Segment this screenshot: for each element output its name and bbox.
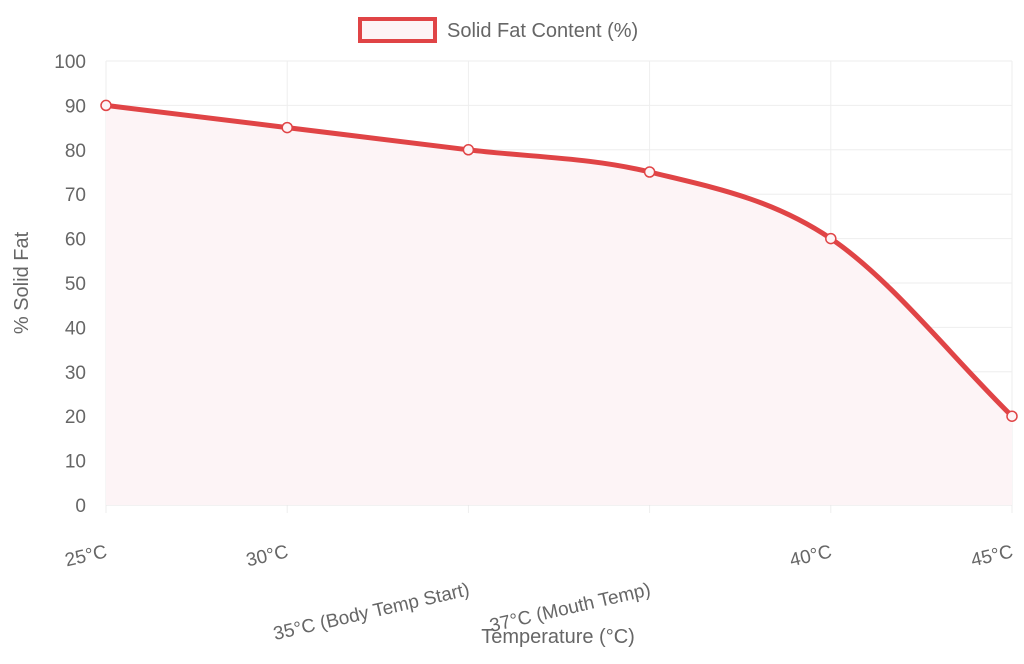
x-tick-label: 30°C (244, 541, 290, 571)
y-tick-label: 0 (75, 496, 86, 517)
series-area-fill (106, 105, 1012, 506)
y-axis-ticks: 0 10 20 30 40 50 60 70 80 90 100 (54, 52, 86, 517)
legend-label[interactable]: Solid Fat Content (%) (447, 20, 638, 42)
x-axis-title: Temperature (°C) (481, 626, 635, 648)
data-point[interactable] (643, 166, 656, 178)
data-point[interactable] (462, 144, 475, 156)
y-tick-label: 10 (65, 452, 86, 473)
data-point[interactable] (825, 232, 837, 245)
y-tick-label: 40 (65, 318, 86, 339)
y-tick-label: 90 (65, 96, 86, 117)
y-tick-label: 50 (65, 274, 86, 295)
data-points (100, 99, 1018, 422)
y-axis-title: % Solid Fat (11, 231, 33, 334)
x-tick-label: 25°C (63, 541, 109, 571)
x-tick-label: 45°C (969, 541, 1015, 571)
x-tick-label: 40°C (788, 541, 834, 571)
series-line-layer (103, 102, 1015, 419)
y-tick-label: 100 (54, 52, 86, 73)
x-tick-label: 35°C (Body Temp Start) (271, 579, 471, 645)
data-point[interactable] (281, 121, 293, 134)
data-point[interactable] (1006, 410, 1018, 422)
y-tick-label: 80 (65, 141, 86, 162)
series-line (103, 102, 1015, 419)
legend-swatch[interactable] (358, 17, 437, 43)
y-tick-label: 70 (65, 185, 86, 206)
y-tick-label: 30 (65, 363, 86, 384)
y-tick-label: 20 (65, 407, 86, 428)
area-fill-layer (106, 105, 1012, 506)
data-point[interactable] (100, 99, 112, 112)
legend[interactable]: Solid Fat Content (%) (358, 17, 638, 43)
y-tick-label: 60 (65, 230, 86, 251)
